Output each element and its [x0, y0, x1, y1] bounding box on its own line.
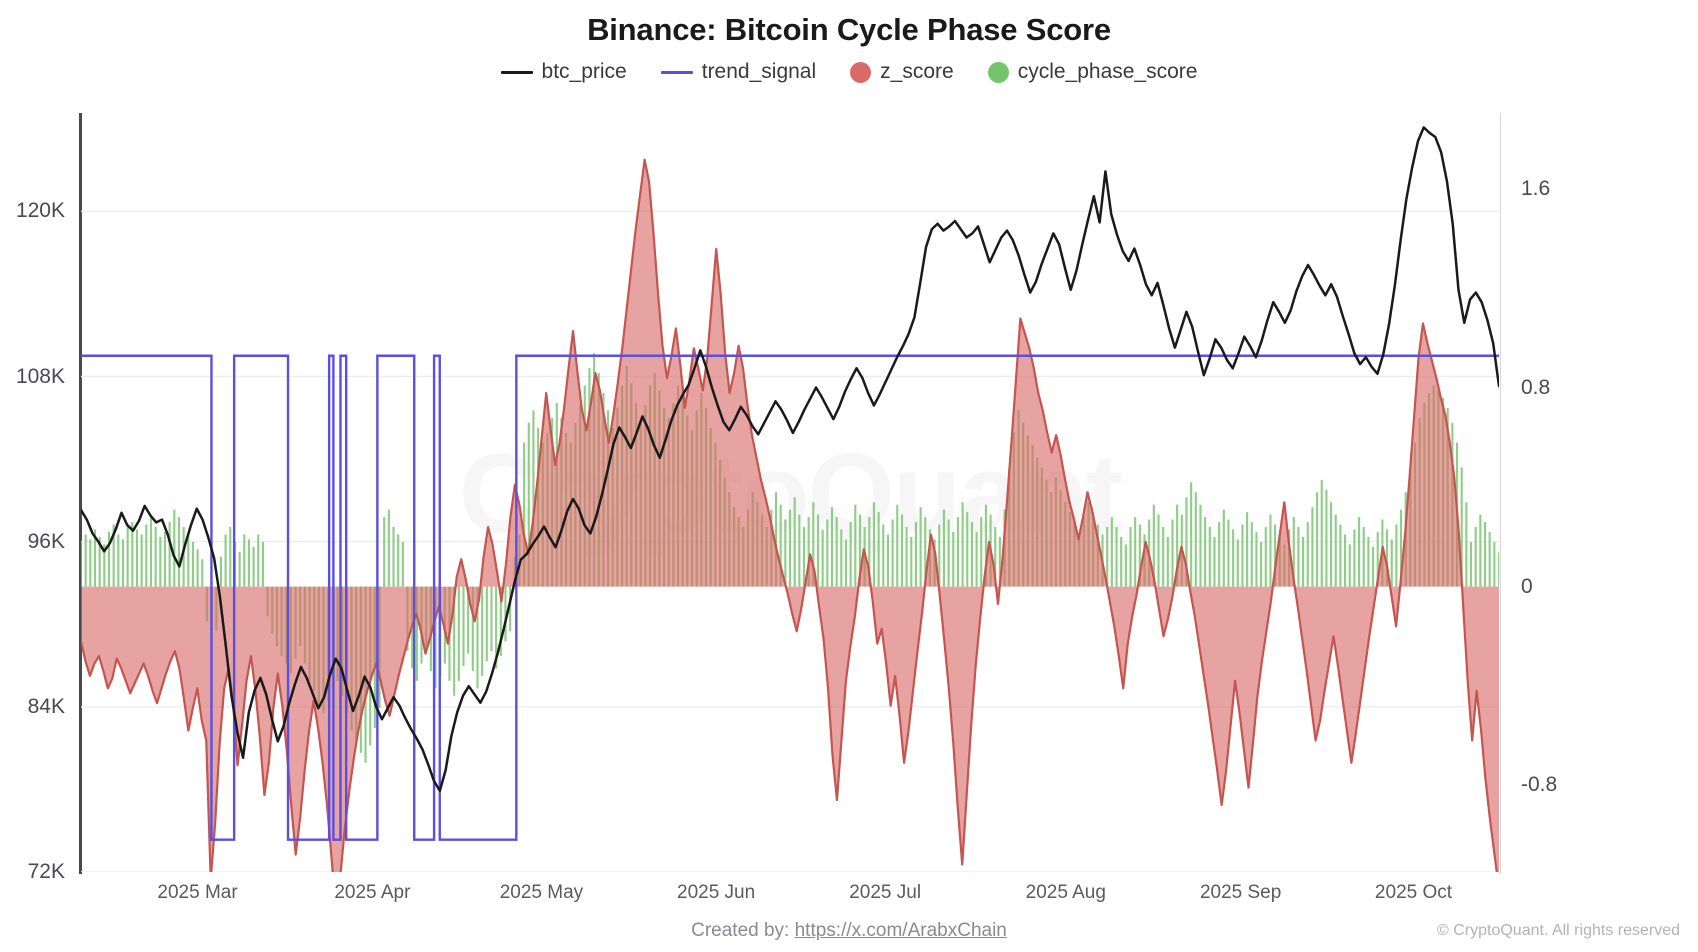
x-axis-tick: 2025 Jul: [849, 882, 922, 903]
x-axis-tick: 2025 Apr: [334, 882, 411, 903]
legend-item-z-score[interactable]: z_score: [850, 60, 954, 84]
x-axis-tick: 2025 Jun: [677, 882, 756, 903]
x-axis-tick: 2025 Oct: [1374, 882, 1453, 903]
legend-label-btc-price: btc_price: [541, 60, 627, 83]
footer-copyright: © CryptoQuant. All rights reserved: [1437, 922, 1680, 939]
page-title: Binance: Bitcoin Cycle Phase Score: [587, 12, 1111, 47]
legend-dot-marker-z-score: [850, 61, 872, 83]
y-axis-left-spine: [79, 113, 82, 874]
footer-credit-prefix: Created by:: [691, 920, 795, 941]
legend-label-cycle-phase-score: cycle_phase_score: [1017, 60, 1198, 83]
legend-label-trend-signal: trend_signal: [701, 60, 817, 83]
legend-dot-marker-cycle-phase-score: [987, 61, 1009, 83]
y-axis-left-tick: 84K: [27, 694, 65, 718]
y-axis-right-tick: 1.6: [1521, 177, 1551, 201]
chart-legend: btc_price trend_signal z_score cycle_pha…: [0, 60, 1698, 84]
x-axis-tick: 2025 Sep: [1199, 882, 1282, 903]
trend-signal-line: [81, 354, 1499, 841]
z-score-area: [81, 158, 1499, 872]
legend-item-cycle-phase-score[interactable]: cycle_phase_score: [987, 60, 1198, 84]
y-axis-right-tick: -0.8: [1521, 773, 1558, 797]
legend-line-marker-btc-price: [500, 70, 533, 74]
legend-label-z-score: z_score: [880, 60, 954, 83]
footer-credit-link[interactable]: https://x.com/ArabxChain: [794, 920, 1007, 941]
y-axis-right-tick: 0: [1521, 574, 1533, 598]
footer-credit: Created by: https://x.com/ArabxChain: [0, 920, 1698, 942]
y-axis-left-tick: 108K: [15, 364, 65, 388]
btc-price-line: [81, 126, 1499, 793]
plot-area: CryptoQuant: [81, 115, 1499, 872]
legend-line-marker-trend-signal: [660, 70, 693, 74]
x-axis-tick: 2025 Mar: [157, 882, 238, 903]
x-axis-tick: 2025 Aug: [1025, 882, 1106, 903]
chart-canvas: [81, 126, 1499, 872]
legend-item-trend-signal[interactable]: trend_signal: [660, 60, 817, 84]
y-axis-left-tick: 96K: [27, 529, 65, 553]
y-axis-right-tick: 0.8: [1521, 376, 1551, 400]
y-axis-left-tick: 72K: [27, 860, 65, 883]
x-axis-tick: 2025 May: [499, 882, 584, 903]
legend-item-btc-price[interactable]: btc_price: [500, 60, 627, 84]
y-axis-right-spine: [1500, 113, 1501, 874]
y-axis-left-tick: 120K: [15, 199, 65, 223]
